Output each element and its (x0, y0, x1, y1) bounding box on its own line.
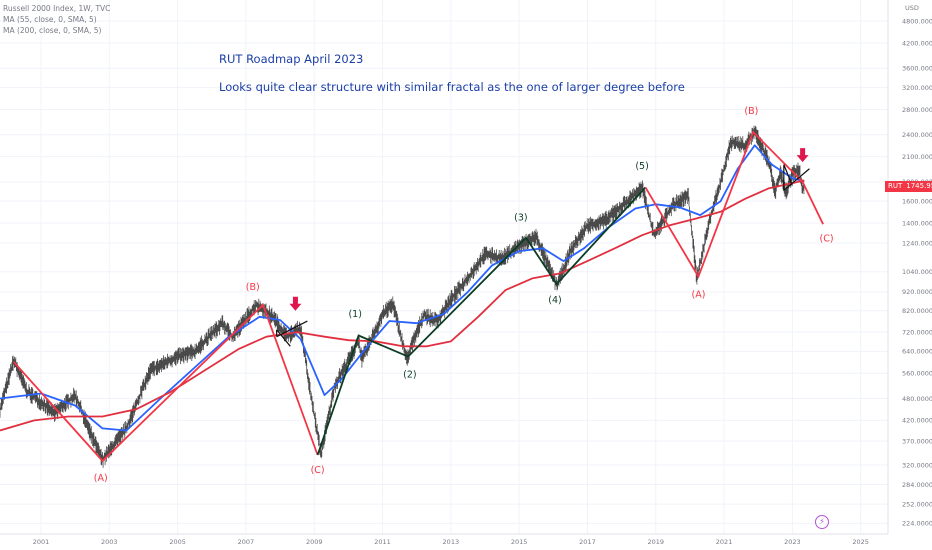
price-tick-label: 4200.0000 (902, 39, 932, 47)
wave-label: (1) (348, 309, 361, 320)
time-tick-label: 2011 (374, 538, 391, 546)
wave-label: (5) (635, 161, 648, 172)
price-tick-label: 4800.0000 (902, 17, 932, 25)
price-axis-unit: USD (905, 4, 919, 12)
moving-averages (0, 144, 805, 432)
time-tick-label: 2021 (716, 538, 733, 546)
wave-lines (13, 130, 824, 463)
price-tick-label: 1040.0000 (902, 268, 932, 276)
time-tick-label: 2015 (511, 538, 528, 546)
last-price-value: 1745.9518 (906, 182, 932, 191)
price-tick-label: 720.0000 (902, 328, 932, 336)
down-arrow-icon (289, 296, 302, 311)
time-tick-label: 2017 (579, 538, 596, 546)
time-tick-label: 2005 (169, 538, 186, 546)
price-tick-label: 224.0000 (902, 520, 932, 528)
price-tick-label: 420.0000 (902, 417, 932, 425)
price-tick-label: 1400.0000 (902, 219, 932, 227)
wave-label: (C) (819, 234, 833, 245)
arrow-markers (289, 148, 809, 311)
price-tick-label: 640.0000 (902, 348, 932, 356)
price-tick-label: 1240.0000 (902, 239, 932, 247)
time-tick-label: 2025 (852, 538, 869, 546)
price-tick-label: 284.0000 (902, 481, 932, 489)
time-tick-label: 2001 (33, 538, 50, 546)
price-series (0, 125, 805, 468)
down-arrow-icon (796, 148, 809, 163)
wave-label: (3) (514, 213, 527, 224)
price-tick-label: 480.0000 (902, 395, 932, 403)
time-tick-label: 2019 (647, 538, 664, 546)
price-tick-label: 820.0000 (902, 307, 932, 315)
price-tick-label: 2800.0000 (902, 106, 932, 114)
price-axis-bg (888, 0, 932, 550)
last-price-symbol: RUT (888, 182, 903, 191)
ma-line (0, 179, 805, 432)
legend-title[interactable]: Russell 2000 Index, 1W, TVC (3, 4, 111, 13)
time-axis[interactable]: 2001 2003 2005 2007 2009 2011 2013 2015 2017 2019… (0, 533, 888, 546)
annotation-title: RUT Roadmap April 2023 (219, 52, 364, 66)
time-tick-label: 2023 (784, 538, 801, 546)
price-bars (0, 125, 805, 468)
price-tick-label: 560.0000 (902, 370, 932, 378)
price-tick-label: 2400.0000 (902, 131, 932, 139)
triangle-patterns (276, 164, 810, 347)
wave-label: (C) (311, 465, 325, 476)
price-tick-label: 2100.0000 (902, 153, 932, 161)
wave-labels: (A) (B) (C) (1) (2) (3) (4) (5) (A) (B) (C) (94, 106, 834, 484)
wave-label: (B) (246, 282, 260, 293)
wave-label: (B) (744, 106, 758, 117)
wave-line (13, 303, 319, 463)
price-tick-label: 3600.0000 (902, 65, 932, 73)
legend-ma-200[interactable]: MA (200, close, 0, SMA, 5) (3, 26, 102, 35)
flash-icon[interactable]: ⚡ (815, 515, 829, 529)
time-tick-label: 2007 (238, 538, 255, 546)
price-tick-label: 252.0000 (902, 500, 932, 508)
legend: Russell 2000 Index, 1W, TVC MA (55, clos… (3, 3, 110, 36)
wave-label: (A) (94, 473, 108, 484)
triangle-pattern (783, 164, 810, 191)
time-tick-label: 2009 (306, 538, 323, 546)
price-tick-label: 920.0000 (902, 288, 932, 296)
price-axis[interactable]: USD 4800.0000 4200.0000 3600.0000 3200.0000 2… (887, 0, 932, 550)
wave-label: (A) (691, 289, 705, 300)
price-tick-label: 1600.0000 (902, 197, 932, 205)
time-tick-label: 2013 (443, 538, 460, 546)
price-tick-label: 3200.0000 (902, 84, 932, 92)
wave-label: (2) (403, 370, 416, 381)
wave-line (316, 186, 647, 456)
ma-line (0, 144, 805, 432)
price-tick-label: 320.0000 (902, 461, 932, 469)
time-tick-label: 2003 (101, 538, 118, 546)
legend-ma-55[interactable]: MA (55, close, 0, SMA, 5) (3, 15, 97, 24)
annotation-body: Looks quite clear structure with similar… (219, 80, 685, 94)
wave-line (644, 130, 824, 279)
triangle-pattern (276, 320, 308, 347)
price-tick-label: 370.0000 (902, 437, 932, 445)
wave-label: (4) (548, 295, 561, 306)
